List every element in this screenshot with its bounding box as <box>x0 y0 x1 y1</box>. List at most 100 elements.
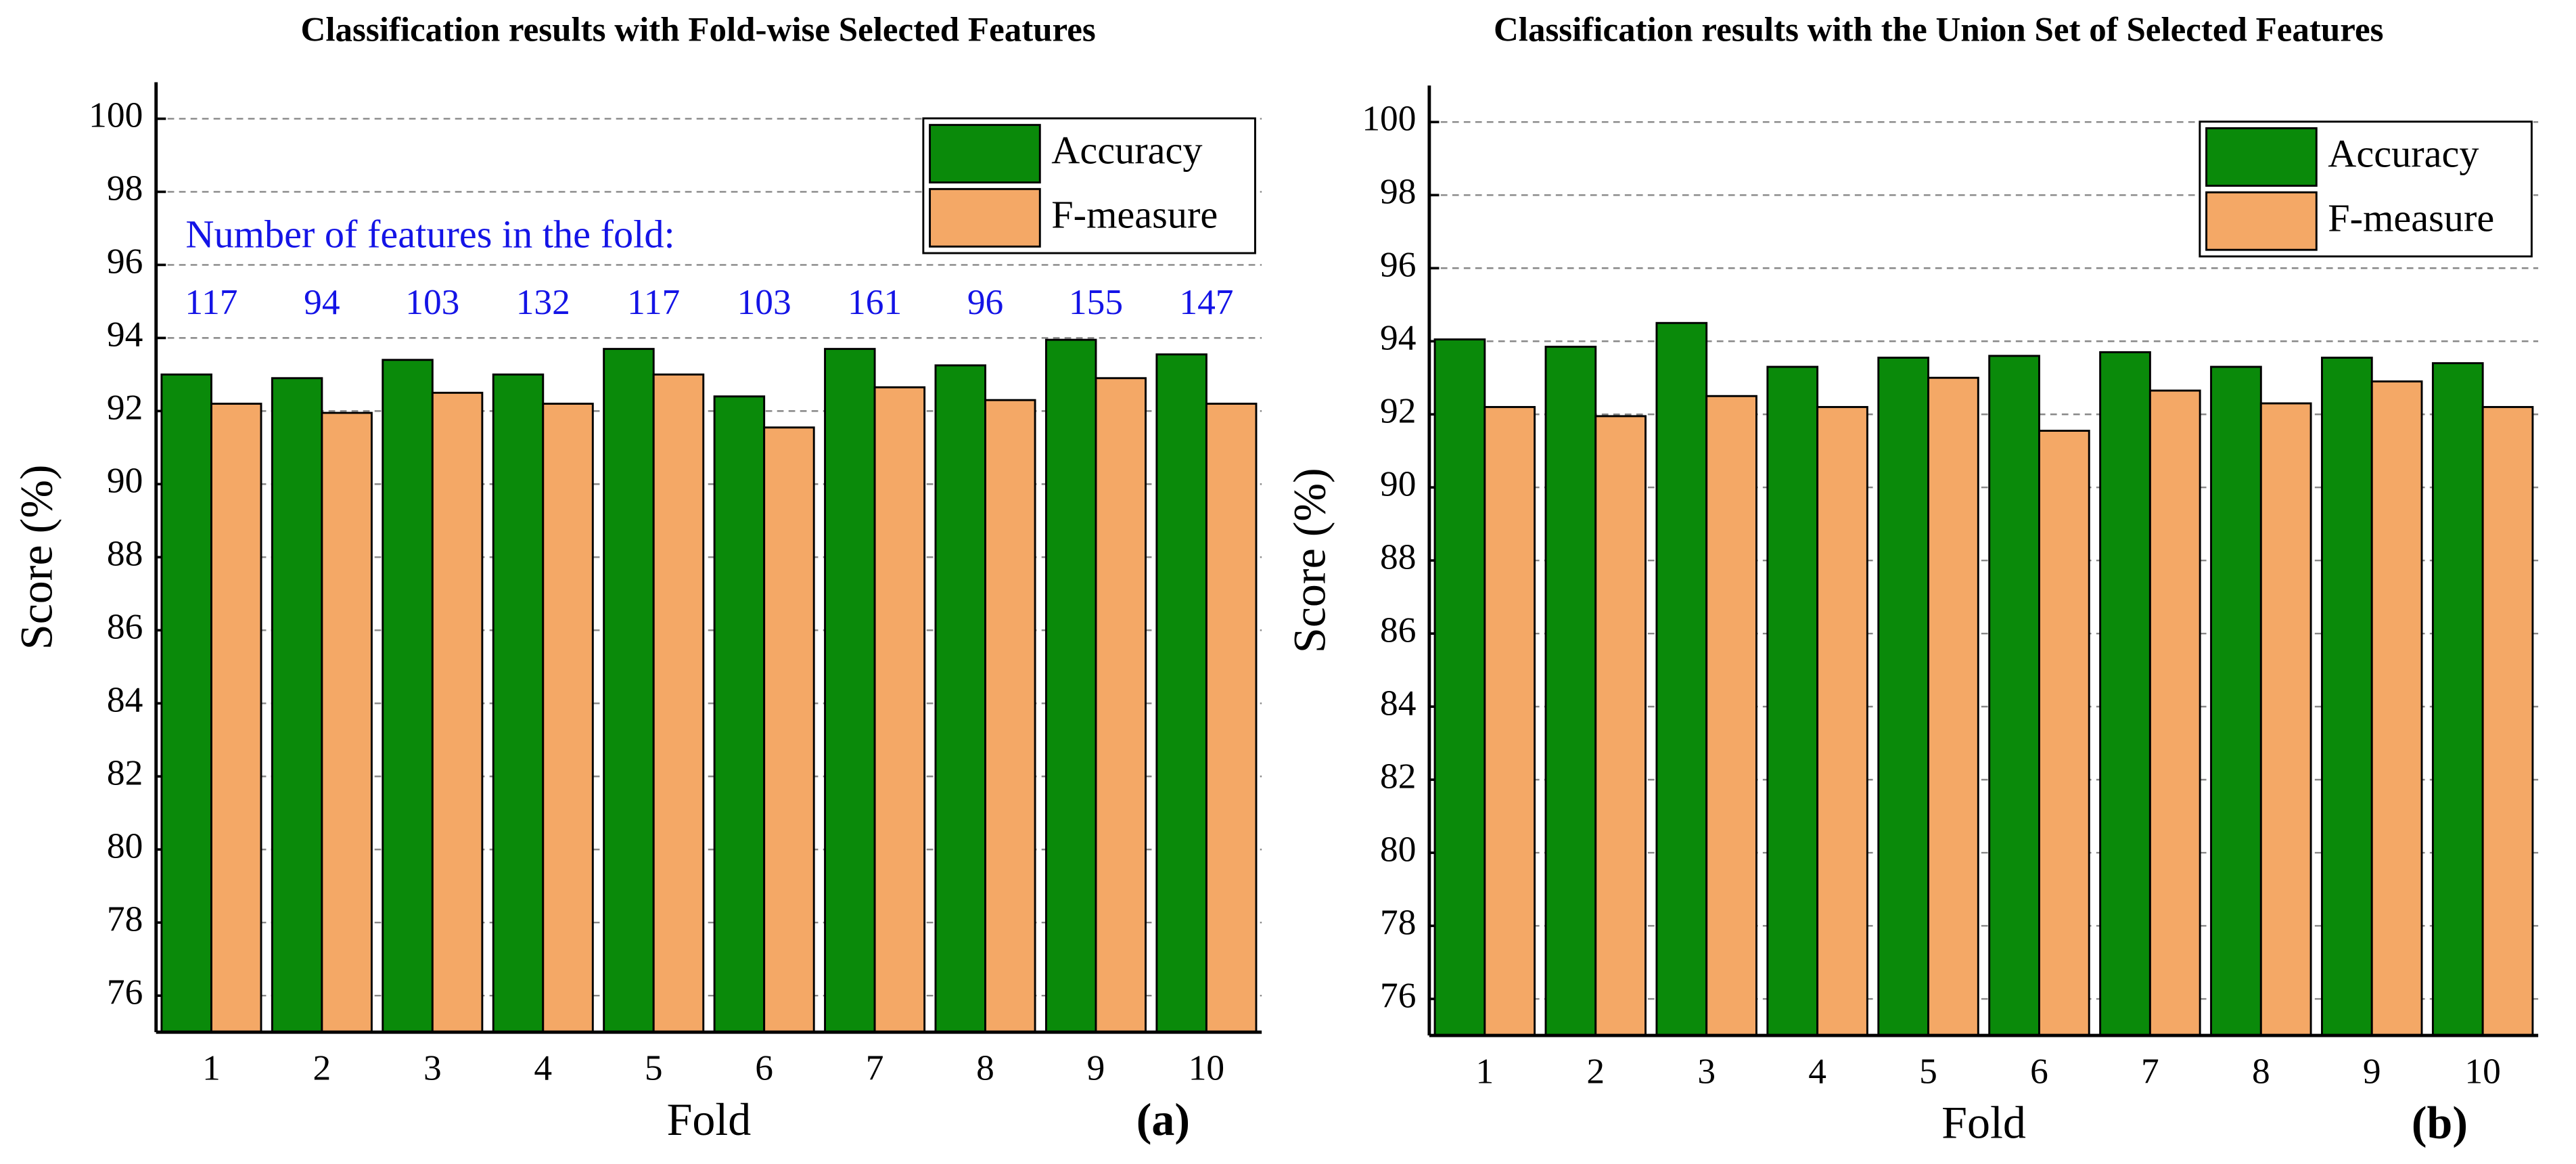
y-tick-label: 88 <box>1380 536 1416 577</box>
bar <box>160 373 212 1033</box>
x-tick-label: 10 <box>1189 1048 1224 1088</box>
x-tick-label: 9 <box>2363 1051 2381 1092</box>
y-tick-label: 86 <box>107 606 143 647</box>
y-tick-label: 76 <box>107 971 143 1012</box>
x-tick-label: 1 <box>202 1048 221 1088</box>
bar <box>824 348 876 1033</box>
bar <box>2099 351 2151 1037</box>
bar <box>1544 345 1597 1037</box>
feature-count: 117 <box>627 282 680 322</box>
y-tick-label: 82 <box>1380 755 1416 796</box>
legend-label: F-measure <box>2328 196 2494 240</box>
annotation: Number of features in the fold: <box>185 212 674 256</box>
bar <box>1877 357 1929 1037</box>
feature-count: 94 <box>304 282 340 322</box>
y-tick-label: 94 <box>107 314 143 355</box>
bar <box>210 403 262 1033</box>
bar <box>1988 355 2040 1037</box>
bar <box>763 426 815 1033</box>
bar <box>321 411 373 1033</box>
x-tick-label: 1 <box>1475 1051 1494 1092</box>
bar <box>431 391 484 1033</box>
y-tick-label: 94 <box>1380 317 1416 358</box>
bar <box>1927 376 1979 1037</box>
bar <box>1816 405 1868 1037</box>
y-tick-label: 78 <box>1380 901 1416 942</box>
legend-swatch <box>2205 127 2318 187</box>
y-tick-label: 88 <box>107 533 143 574</box>
feature-count: 155 <box>1069 282 1123 322</box>
y-tick-label: 98 <box>1380 171 1416 212</box>
legend-label: F-measure <box>1051 192 1218 236</box>
x-tick-label: 7 <box>866 1048 884 1088</box>
y-tick-label: 90 <box>1380 463 1416 503</box>
bar <box>1655 321 1708 1037</box>
bar <box>1205 403 1258 1033</box>
y-tick-label: 84 <box>107 679 143 720</box>
y-tick-label: 92 <box>1380 390 1416 430</box>
panel-label: (a) <box>1136 1094 1190 1145</box>
bar <box>2431 362 2484 1037</box>
bar <box>271 377 323 1033</box>
y-tick-label: 98 <box>107 168 143 208</box>
bar <box>984 399 1036 1033</box>
x-tick-label: 4 <box>1808 1051 1826 1092</box>
bar <box>2148 389 2201 1037</box>
feature-count: 103 <box>405 282 459 322</box>
x-tick-label: 10 <box>2464 1051 2500 1092</box>
bar <box>1044 338 1097 1033</box>
feature-count: 161 <box>848 282 902 322</box>
feature-count: 96 <box>967 282 1003 322</box>
panel-label: (b) <box>2412 1097 2468 1148</box>
x-tick-label: 5 <box>1919 1051 1937 1092</box>
y-tick-label: 82 <box>107 753 143 793</box>
chart-title: Classification results with Fold-wise Se… <box>301 11 1096 49</box>
bar <box>2038 430 2090 1037</box>
x-tick-label: 2 <box>1586 1051 1605 1092</box>
y-tick-label: 96 <box>107 241 143 282</box>
x-tick-label: 5 <box>645 1048 663 1088</box>
y-tick-label: 92 <box>107 387 143 428</box>
feature-count: 147 <box>1179 282 1233 322</box>
bar <box>2210 365 2262 1037</box>
y-tick-label: 96 <box>1380 244 1416 285</box>
y-tick-label: 86 <box>1380 609 1416 650</box>
x-tick-label: 8 <box>2252 1051 2270 1092</box>
bar <box>1484 405 1536 1037</box>
x-tick-label: 3 <box>423 1048 442 1088</box>
x-tick-label: 7 <box>2141 1051 2159 1092</box>
bar <box>492 373 545 1033</box>
y-tick-label: 84 <box>1380 682 1416 723</box>
bar <box>1095 377 1147 1033</box>
bar <box>1433 338 1486 1037</box>
legend-swatch <box>929 187 1041 248</box>
x-tick-label: 6 <box>755 1048 773 1088</box>
feature-count: 103 <box>737 282 791 322</box>
bar <box>1594 415 1647 1037</box>
legend-label: Accuracy <box>2328 132 2479 176</box>
legend-swatch <box>929 124 1041 184</box>
bar <box>2259 402 2312 1037</box>
legend-swatch <box>2205 191 2318 251</box>
y-tick-label: 100 <box>1362 98 1416 139</box>
x-tick-label: 9 <box>1087 1048 1105 1088</box>
bar <box>603 348 655 1033</box>
bar <box>542 403 594 1033</box>
x-axis-label: Fold <box>1941 1097 2026 1148</box>
y-tick-label: 100 <box>89 95 143 135</box>
x-tick-label: 2 <box>313 1048 331 1088</box>
bar <box>1155 353 1208 1033</box>
chart-title: Classification results with the Union Se… <box>1494 11 2384 49</box>
bar <box>382 359 434 1033</box>
bar <box>2321 357 2373 1037</box>
bar <box>934 364 986 1033</box>
y-axis-label: Score (%) <box>10 464 62 650</box>
feature-count: 132 <box>516 282 570 322</box>
y-tick-label: 90 <box>107 460 143 501</box>
x-tick-label: 6 <box>2030 1051 2048 1092</box>
feature-count: 117 <box>185 282 237 322</box>
bar <box>713 395 766 1033</box>
x-tick-label: 3 <box>1697 1051 1716 1092</box>
